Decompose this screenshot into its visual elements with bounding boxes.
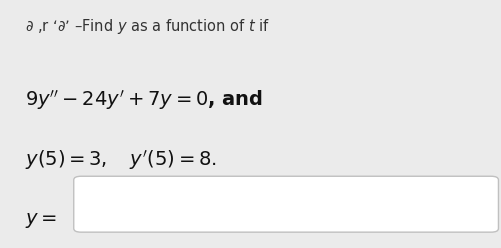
Text: ∂ ,r ‘∂’ –Find $y$ as a function of $t$ if: ∂ ,r ‘∂’ –Find $y$ as a function of $t$ … [25,17,270,36]
Text: $y =$: $y =$ [25,212,57,230]
Text: $9y'' - 24y' + 7y = 0$, and: $9y'' - 24y' + 7y = 0$, and [25,88,263,112]
Text: $y(5) = 3, \quad y'(5) = 8.$: $y(5) = 3, \quad y'(5) = 8.$ [25,148,216,172]
FancyBboxPatch shape [74,176,498,232]
